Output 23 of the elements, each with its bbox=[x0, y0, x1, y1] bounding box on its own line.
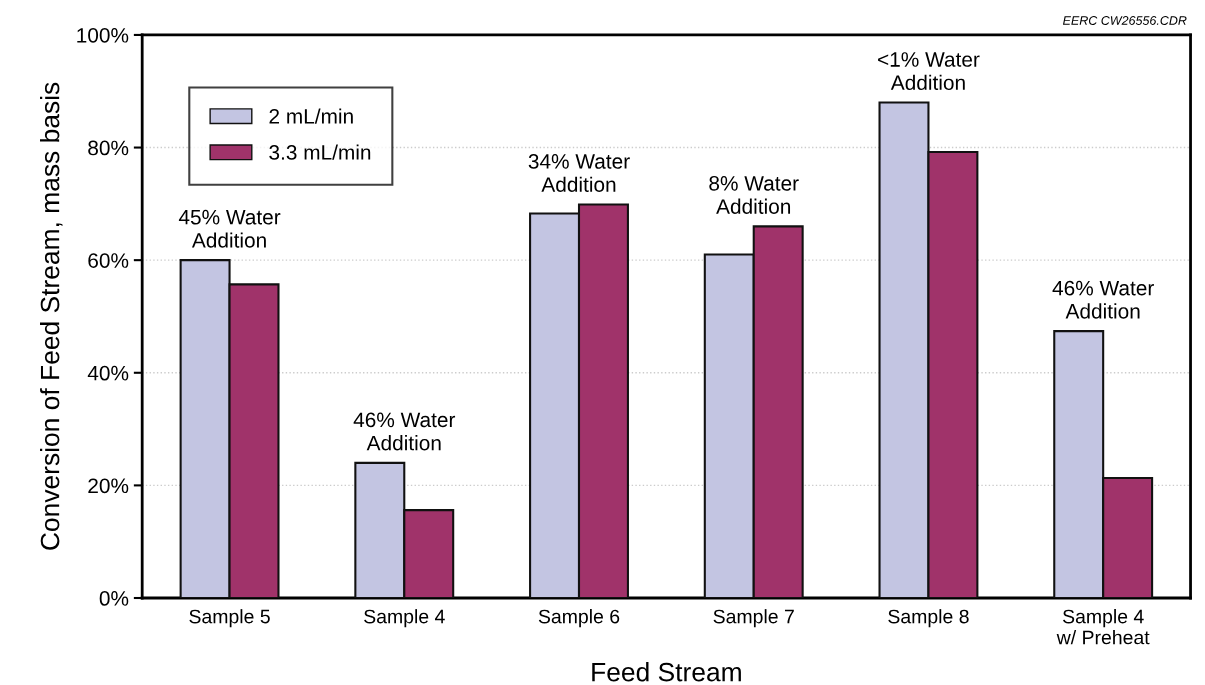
x-tick-label: Sample 5 bbox=[189, 609, 270, 628]
annotation: 34% Water Addition bbox=[528, 154, 630, 192]
text: EERC CW26556.CDR bbox=[1062, 16, 1187, 25]
annotation: 46% Water Addition bbox=[1052, 280, 1154, 319]
x-axis-title: Feed Stream bbox=[592, 662, 741, 682]
y-tick-label: 20% bbox=[88, 478, 129, 494]
legend-label: 2 mL/min bbox=[269, 108, 353, 124]
x-tick-label: Sample 7 bbox=[713, 609, 794, 628]
legend-label: 3.3 mL/min bbox=[269, 144, 371, 160]
y-tick-label: 100% bbox=[77, 27, 129, 43]
x-tick-label: Sample 6 bbox=[538, 609, 620, 628]
x-tick-label: Sample 4 w/ Preheat bbox=[1056, 609, 1150, 645]
y-tick-label: 60% bbox=[88, 253, 129, 268]
y-tick-label: 80% bbox=[88, 140, 129, 156]
annotation: <1% Water Addition bbox=[878, 52, 980, 91]
y-axis-title: Conversion of Feed Stream, mass basis bbox=[40, 82, 63, 550]
y-tick-label: 40% bbox=[87, 365, 129, 381]
y-tick-label: 0% bbox=[99, 591, 129, 606]
x-tick-label: Sample 4 bbox=[364, 609, 445, 628]
annotation: 46% Water Addition bbox=[353, 412, 456, 451]
annotation: 8% Water Addition bbox=[709, 175, 799, 214]
annotation: 45% Water Addition bbox=[178, 209, 281, 248]
x-tick-label: Sample 8 bbox=[888, 609, 969, 628]
